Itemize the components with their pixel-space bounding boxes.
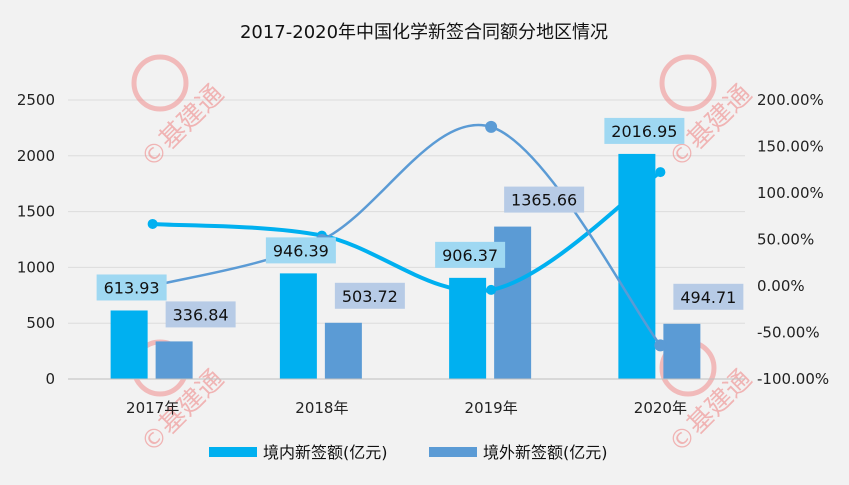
series-line — [152, 123, 662, 347]
series-line — [152, 170, 662, 294]
line-marker — [485, 120, 498, 133]
data-label: 2016.95 — [611, 122, 677, 141]
data-label: 336.84 — [173, 305, 229, 324]
data-label-box — [504, 186, 585, 213]
data-label-box — [604, 117, 685, 144]
right-tick-label: 100.00% — [757, 184, 824, 202]
data-label-box — [435, 241, 506, 268]
category-label: 2020年 — [634, 399, 687, 417]
category-label: 2019年 — [465, 399, 518, 417]
line-marker — [147, 218, 158, 229]
data-label: 503.72 — [342, 287, 398, 306]
bar — [155, 341, 193, 379]
data-label-box — [673, 283, 744, 310]
category-label: 2017年 — [126, 399, 179, 417]
legend-label: 境外新签额(亿元) — [483, 443, 608, 462]
bar — [279, 273, 317, 379]
left-tick-label: 2500 — [17, 91, 55, 109]
data-label-box — [165, 301, 236, 328]
bar — [110, 310, 148, 379]
data-label: 494.71 — [680, 288, 736, 307]
right-tick-label: -50.00% — [757, 324, 820, 342]
bar — [663, 323, 701, 379]
right-tick-label: 0.00% — [757, 277, 805, 295]
legend-swatch — [429, 447, 477, 457]
legend-swatch — [209, 447, 257, 457]
bar — [618, 153, 656, 379]
legend-label: 境内新签额(亿元) — [263, 443, 388, 462]
line-marker — [654, 339, 667, 352]
data-label-box — [96, 274, 167, 301]
right-tick-label: -100.00% — [757, 370, 829, 388]
data-label-box — [265, 237, 336, 264]
left-tick-label: 500 — [26, 314, 55, 332]
watermark-ring — [659, 54, 717, 112]
right-tick-label: 150.00% — [757, 138, 824, 156]
left-tick-label: 1500 — [17, 203, 55, 221]
chart-title: 2017-2020年中国化学新签合同额分地区情况 — [240, 22, 608, 43]
line-marker — [486, 284, 497, 295]
data-label: 1365.66 — [511, 191, 577, 210]
data-label-box — [334, 282, 405, 309]
right-tick-label: 50.00% — [757, 231, 814, 249]
line-marker — [655, 167, 666, 178]
bar — [449, 277, 487, 379]
data-label: 613.93 — [104, 278, 160, 297]
left-tick-label: 0 — [45, 370, 55, 388]
data-label: 906.37 — [442, 246, 498, 265]
watermark-ring — [131, 54, 189, 112]
bar — [324, 322, 362, 379]
data-label: 946.39 — [273, 241, 329, 260]
right-tick-label: 200.00% — [757, 91, 824, 109]
left-tick-label: 1000 — [17, 258, 55, 276]
category-label: 2018年 — [295, 399, 348, 417]
left-tick-label: 2000 — [17, 147, 55, 165]
